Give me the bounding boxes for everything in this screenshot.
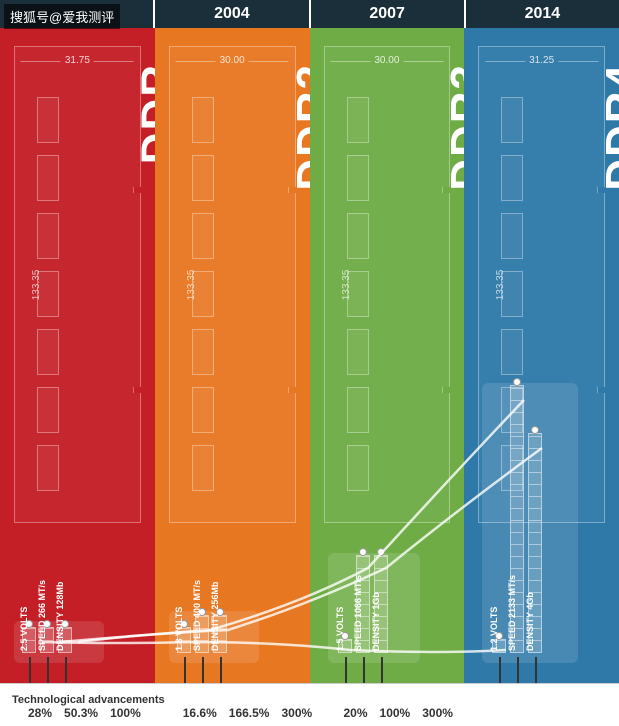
pct-value: 100% bbox=[110, 706, 141, 720]
bar-cap-icon bbox=[377, 548, 385, 556]
bar-label: 1.8 VOLTS bbox=[174, 607, 184, 651]
gen-column-ddr2: 30.00133.35DDR21.8 VOLTSSPEED 400 MT/sDE… bbox=[155, 28, 310, 683]
pct-value: 100% bbox=[380, 706, 411, 720]
pct-group: 20% 100% 300% bbox=[344, 706, 453, 720]
pct-value: 50.3% bbox=[64, 706, 98, 720]
watermark: 搜狐号@爱我测评 bbox=[4, 4, 120, 29]
bar-cap-icon bbox=[531, 426, 539, 434]
bar-label: DENSITY 1Gb bbox=[371, 592, 381, 651]
year-header: 2004 bbox=[155, 0, 308, 28]
bar-cap-icon bbox=[513, 378, 521, 386]
footer-label: Technological advancements bbox=[12, 694, 165, 706]
bar-group: 1.8 VOLTSSPEED 400 MT/sDENSITY 256Mb bbox=[177, 615, 227, 653]
footer: Technological advancements 28% 50.3% 100% 1… bbox=[0, 683, 619, 726]
bar-label: SPEED 266 MT/s bbox=[37, 580, 47, 651]
dim-width: 30.00 bbox=[374, 55, 399, 66]
pct-group: 28% 50.3% 100% bbox=[28, 706, 141, 720]
ram-module: 30.00133.35 bbox=[169, 46, 296, 523]
dim-width: 31.75 bbox=[65, 55, 90, 66]
pct-value: 300% bbox=[422, 706, 453, 720]
bar-label: SPEED 1066 MT/s bbox=[353, 575, 363, 651]
gen-column-ddr4: 31.25133.35DDR41.2 VOLTSSPEED 2133 MT/sD… bbox=[464, 28, 619, 683]
dim-width: 31.25 bbox=[529, 55, 554, 66]
bar-cap-icon bbox=[359, 548, 367, 556]
ram-module: 30.00133.35 bbox=[324, 46, 451, 523]
ram-module: 31.75133.35 bbox=[14, 46, 141, 523]
gen-column-ddr: 31.75133.35DDR2.5 VOLTSSPEED 266 MT/sDEN… bbox=[0, 28, 155, 683]
bar-label: SPEED 2133 MT/s bbox=[507, 575, 517, 651]
bar-group: 1.5 VOLTS SPEED 1066 MT/s DENSITY 1Gb bbox=[338, 555, 388, 653]
bar-label: 1.5 VOLTS bbox=[335, 607, 345, 651]
bar-label: DENSITY 4Gb bbox=[525, 592, 535, 651]
year-header: 2007 bbox=[311, 0, 464, 28]
pct-value: 28% bbox=[28, 706, 52, 720]
bar-label: 1.2 VOLTS bbox=[489, 607, 499, 651]
year-header: 2014 bbox=[466, 0, 619, 28]
pct-value: 300% bbox=[281, 706, 312, 720]
gen-column-ddr3: 30.00133.35DDR31.5 VOLTSSPEED 1066 MT/sD… bbox=[310, 28, 465, 683]
columns-container: 31.75133.35DDR2.5 VOLTSSPEED 266 MT/sDEN… bbox=[0, 28, 619, 683]
bar-group: 2.5 VOLTSSPEED 266 MT/sDENSITY 128Mb bbox=[22, 627, 72, 653]
pct-group: 16.6% 166.5% 300% bbox=[183, 706, 312, 720]
bar-group: 1.2 VOLTS SPEED 2133 MT/s DENSITY 4Gb bbox=[492, 385, 542, 653]
bar-label: 2.5 VOLTS bbox=[19, 607, 29, 651]
pct-value: 20% bbox=[344, 706, 368, 720]
bar-label: SPEED 400 MT/s bbox=[192, 580, 202, 651]
bar-label: DENSITY 128Mb bbox=[55, 582, 65, 651]
bar-label: DENSITY 256Mb bbox=[210, 582, 220, 651]
dim-width: 30.00 bbox=[220, 55, 245, 66]
gen-name: DDR4 bbox=[597, 63, 619, 191]
pct-value: 16.6% bbox=[183, 706, 217, 720]
pct-value: 166.5% bbox=[229, 706, 270, 720]
